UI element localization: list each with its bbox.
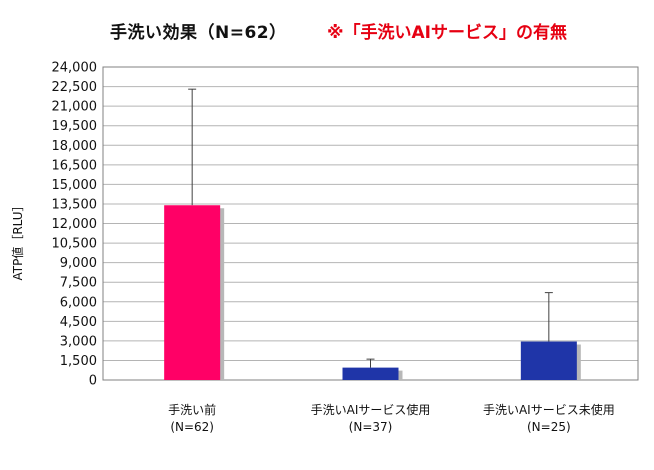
y-tick-label: 0 <box>89 374 97 389</box>
bar <box>342 367 399 380</box>
bars <box>164 205 581 380</box>
y-tick-label: 4,500 <box>60 315 97 330</box>
bar <box>520 341 577 380</box>
error-bars <box>188 88 553 368</box>
y-tick-label: 3,000 <box>60 334 97 349</box>
y-tick-label: 15,000 <box>52 178 98 193</box>
x-tick-sublabel: (N=25) <box>527 420 571 434</box>
bar <box>164 205 221 380</box>
chart-subtitle: ※「手洗いAIサービス」の有無 <box>327 23 568 43</box>
y-tick-label: 22,500 <box>52 80 98 95</box>
y-axis-ticks: 0 1,500 3,000 4,500 6,000 7,500 9,000 10,500 12,… <box>52 61 98 389</box>
x-tick-sublabel: (N=37) <box>349 420 393 434</box>
y-tick-label: 6,000 <box>60 295 97 310</box>
y-tick-label: 1,500 <box>60 354 97 369</box>
chart-title: 手洗い効果（N=62） <box>110 23 287 43</box>
x-tick-label: 手洗いAIサービス使用 <box>311 402 431 417</box>
x-axis-labels: 手洗い前 (N=62) 手洗いAIサービス使用 (N=37) 手洗いAIサービス未使用 (… <box>168 402 615 434</box>
y-tick-label: 9,000 <box>60 256 97 271</box>
y-tick-label: 24,000 <box>52 61 98 76</box>
y-tick-label: 12,000 <box>52 217 98 232</box>
y-axis-label: ATP値［RLU］ <box>10 199 25 280</box>
x-tick-sublabel: (N=62) <box>170 420 214 434</box>
y-tick-label: 7,500 <box>60 276 97 291</box>
y-tick-label: 10,500 <box>52 237 98 252</box>
y-tick-label: 16,500 <box>52 158 98 173</box>
x-tick-label: 手洗い前 <box>168 402 216 417</box>
y-tick-label: 13,500 <box>52 197 98 212</box>
x-tick-label: 手洗いAIサービス未使用 <box>483 402 615 417</box>
y-tick-label: 18,000 <box>52 139 98 154</box>
y-tick-label: 21,000 <box>52 100 98 115</box>
y-tick-label: 19,500 <box>52 119 98 134</box>
